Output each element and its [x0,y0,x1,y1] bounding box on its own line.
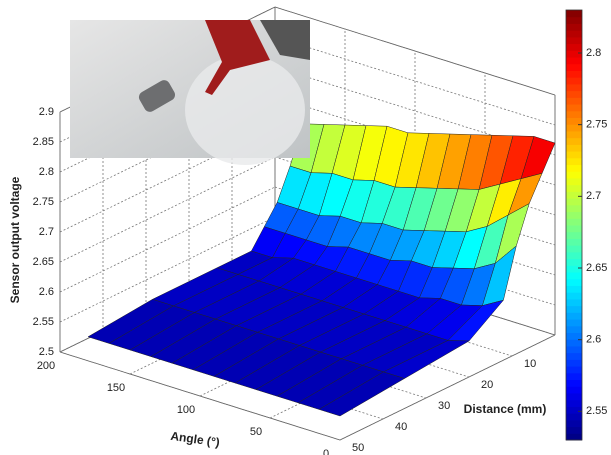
colorbar-segment [566,306,582,313]
colorbar-segment [566,420,582,427]
colorbar-segment [566,37,582,44]
colorbar-segment [566,158,582,165]
colorbar-segment [566,212,582,219]
y-tick-label: 50 [352,442,364,454]
colorbar-segment [566,64,582,71]
grid-line [60,157,275,262]
colorbar-segment [566,427,582,434]
chart: 2.5 2.55 2.6 2.65 2.7 2.75 2.8 2.85 2.9 0 50 100 150… [0,0,611,455]
colorbar-segment [566,50,582,57]
colorbar-segment [566,165,582,172]
x-axis-label: Angle (°) [170,429,221,450]
colorbar-segment [566,353,582,360]
colorbar-segment [566,185,582,192]
colorbar-segment [566,252,582,259]
x-tick-label: 100 [177,404,195,416]
colorbar-segment [566,373,582,380]
colorbar-segment [566,333,582,340]
colorbar-segment [566,245,582,252]
colorbar-segment [566,272,582,279]
colorbar-tick-label: 2.65 [586,262,607,274]
colorbar-segment [566,346,582,353]
y-tick-label: 40 [395,421,407,433]
colorbar-segment [566,30,582,37]
colorbar-segment [566,406,582,413]
z-tick-label: 2.9 [39,106,54,118]
colorbar-tick-label: 2.55 [586,405,607,417]
z-tick-label: 2.6 [39,286,54,298]
y-tick-label: 10 [524,358,536,370]
colorbar-segment [566,131,582,138]
colorbar-tick-label: 2.6 [586,334,601,346]
colorbar-segment [566,91,582,98]
x-tick-label: 200 [37,360,55,372]
colorbar-segment [566,191,582,198]
colorbar-segment [566,225,582,232]
x-tick-label: 150 [107,382,125,394]
colorbar-segment [566,23,582,30]
colorbar-segment [566,292,582,299]
colorbar-segment [566,299,582,306]
colorbar-segment [566,124,582,131]
colorbar-tick-label: 2.7 [586,190,601,202]
colorbar-segment [566,77,582,84]
colorbar-tick-label: 2.75 [586,119,607,131]
z-axis-label: Sensor output voltage [8,176,22,303]
colorbar-segment [566,198,582,205]
colorbar-segment [566,44,582,51]
colorbar-segment [566,118,582,125]
y-tick-label: 30 [438,400,450,412]
colorbar-segment [566,111,582,118]
inset-photo [70,20,310,165]
z-tick-label: 2.75 [33,196,54,208]
colorbar-segment [566,97,582,104]
colorbar-segment [566,70,582,77]
colorbar-segment [566,17,582,24]
colorbar-segment [566,10,582,17]
colorbar-segment [566,312,582,319]
colorbar-segment [566,265,582,272]
colorbar-segment [566,84,582,91]
colorbar-segment [566,259,582,266]
y-axis-label: Distance (mm) [464,402,547,416]
z-tick-label: 2.85 [33,136,54,148]
colorbar-segment [566,339,582,346]
colorbar-segment [566,386,582,393]
colorbar-segment [566,393,582,400]
z-tick-label: 2.5 [39,346,54,358]
colorbar-segment [566,144,582,151]
colorbar-segment [566,104,582,111]
colorbar-segment [566,279,582,286]
z-tick-label: 2.55 [33,316,54,328]
colorbar-segment [566,433,582,440]
colorbar-segment [566,359,582,366]
colorbar-segment [566,205,582,212]
colorbar-segment [566,178,582,185]
z-tick-label: 2.65 [33,256,54,268]
z-tick-label: 2.7 [39,226,54,238]
colorbar-segment [566,57,582,64]
colorbar-segment [566,413,582,420]
colorbar-segment [566,400,582,407]
colorbar-segment [566,238,582,245]
colorbar-segment [566,366,582,373]
colorbar-segment [566,232,582,239]
x-tick-label: 0 [323,448,329,455]
colorbar-segment [566,319,582,326]
colorbar-segment [566,218,582,225]
x-tick-label: 50 [250,426,262,438]
colorbar-segment [566,138,582,145]
colorbar-segment [566,171,582,178]
colorbar-segment [566,326,582,333]
colorbar-tick-label: 2.8 [586,47,601,59]
z-tick-label: 2.8 [39,166,54,178]
colorbar-segment [566,380,582,387]
colorbar-segment [566,285,582,292]
y-tick-label: 20 [481,379,493,391]
colorbar-segment [566,151,582,158]
